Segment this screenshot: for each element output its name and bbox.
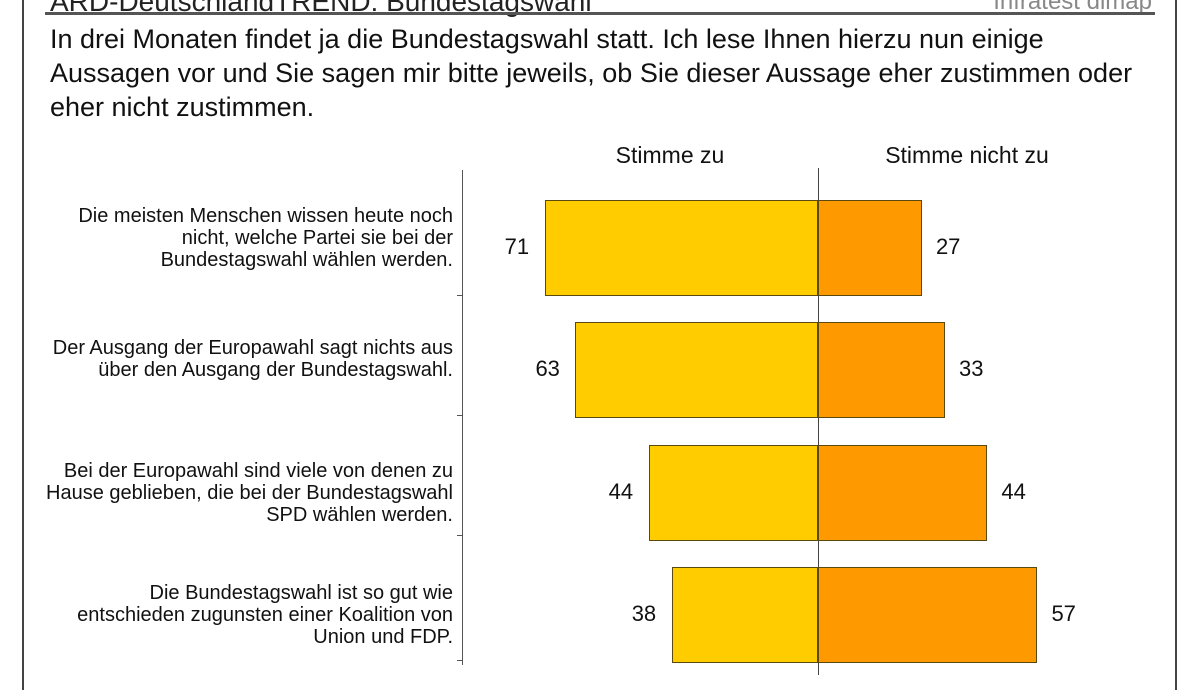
chart-title: ARD-DeutschlandTREND: Bundestagswahl — [50, 0, 592, 17]
title-rule — [45, 12, 1155, 15]
value-agree: 63 — [535, 356, 560, 381]
chart-frame — [22, 0, 1177, 690]
axis-tick — [457, 295, 463, 296]
value-disagree: 27 — [935, 234, 961, 259]
legend-agree: Stimme zu — [615, 142, 725, 168]
value-disagree: 33 — [959, 356, 984, 381]
category-label: Die meisten Menschen wissen heute noch n… — [78, 205, 453, 271]
category-label: Bei der Europawahl sind viele von denen … — [46, 460, 453, 526]
bar-disagree — [818, 200, 922, 296]
source-label: Infratest dimap — [993, 0, 1152, 15]
value-agree: 71 — [504, 234, 530, 259]
category-label: Die Bundestagswahl ist so gut wie entsch… — [77, 582, 453, 648]
bar-agree — [671, 567, 818, 663]
category-label: Der Ausgang der Europawahl sagt nichts a… — [52, 337, 453, 381]
legend-disagree: Stimme nicht zu — [885, 142, 1049, 168]
bar-agree — [544, 200, 818, 296]
axis-tick — [457, 535, 463, 536]
center-line — [818, 168, 819, 675]
value-agree: 38 — [631, 601, 657, 626]
bar-disagree — [818, 322, 946, 418]
bar-disagree — [818, 567, 1038, 663]
value-agree: 44 — [608, 479, 634, 504]
axis-tick — [457, 415, 463, 416]
question-text: In drei Monaten findet ja die Bundestags… — [50, 24, 1133, 122]
bar-agree — [575, 322, 818, 418]
category-axis — [462, 170, 463, 665]
value-disagree: 44 — [1001, 479, 1026, 504]
value-disagree: 57 — [1051, 601, 1076, 626]
axis-tick — [457, 660, 463, 661]
bar-agree — [648, 445, 818, 541]
bar-disagree — [818, 445, 988, 541]
